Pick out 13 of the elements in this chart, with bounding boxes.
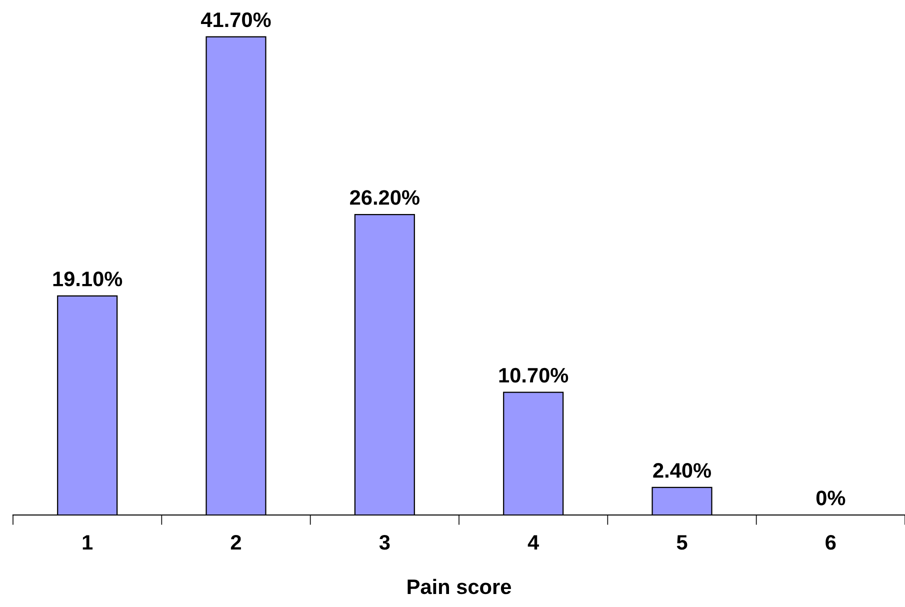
x-tick-label: 5 — [676, 535, 688, 550]
data-label: 0% — [816, 490, 846, 506]
x-tick-label: 4 — [528, 535, 540, 550]
data-label: 41.70% — [200, 12, 271, 28]
x-axis-title: Pain score — [408, 578, 511, 594]
x-tick-label: 3 — [379, 534, 390, 550]
x-tick-label: 2 — [230, 534, 241, 550]
data-label: 10.70% — [499, 368, 568, 383]
x-tick-label: 1 — [82, 535, 93, 550]
data-label: 19.10% — [53, 272, 122, 286]
x-tick-label: 6 — [826, 534, 836, 550]
data-label: 26.20% — [350, 190, 420, 205]
data-label: 2.40% — [653, 463, 711, 478]
